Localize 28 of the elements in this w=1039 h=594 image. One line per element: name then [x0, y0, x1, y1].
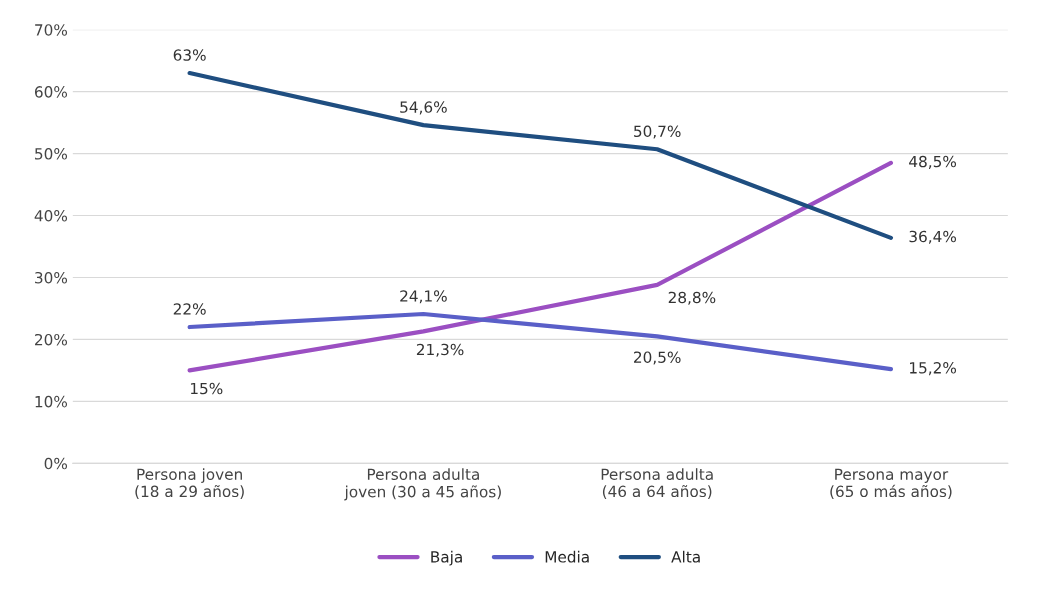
legend-label: Alta	[671, 550, 700, 563]
y-tick-label: 70%	[35, 24, 68, 36]
data-label: 63%	[173, 49, 206, 61]
y-tick-label: 60%	[34, 86, 68, 98]
data-label: 48,5%	[909, 155, 957, 169]
data-label: 15,2%	[910, 362, 957, 376]
data-label: 36,4%	[909, 230, 957, 244]
y-tick-label: 20%	[35, 333, 68, 346]
data-label: 54,6%	[400, 101, 447, 115]
y-tick-label: 30%	[35, 271, 68, 284]
y-tick-label: 0%	[44, 457, 68, 470]
y-tick-label: 10%	[35, 395, 68, 408]
data-label: 21,3%	[416, 343, 464, 357]
y-tick-label: 50%	[35, 148, 68, 160]
legend-label: Media	[545, 550, 589, 563]
legend-label: Baja	[431, 550, 462, 566]
data-label: 24,1%	[400, 290, 447, 304]
data-label: 15%	[190, 382, 223, 395]
line-series	[187, 70, 894, 240]
data-label: 50,7%	[634, 125, 681, 139]
x-tick-label: Persona adulta (46 a 64 años)	[601, 468, 713, 499]
data-label: 28,8%	[668, 291, 716, 305]
data-label: 22%	[173, 303, 206, 315]
x-tick-label: Persona joven (18 a 29 años)	[135, 468, 244, 499]
x-tick-label: Persona adulta joven (30 a 45 años)	[344, 468, 501, 501]
y-tick-label: 40%	[34, 210, 68, 222]
data-label: 20,5%	[634, 351, 681, 365]
x-tick-label: Persona mayor (65 o más años)	[830, 468, 952, 499]
